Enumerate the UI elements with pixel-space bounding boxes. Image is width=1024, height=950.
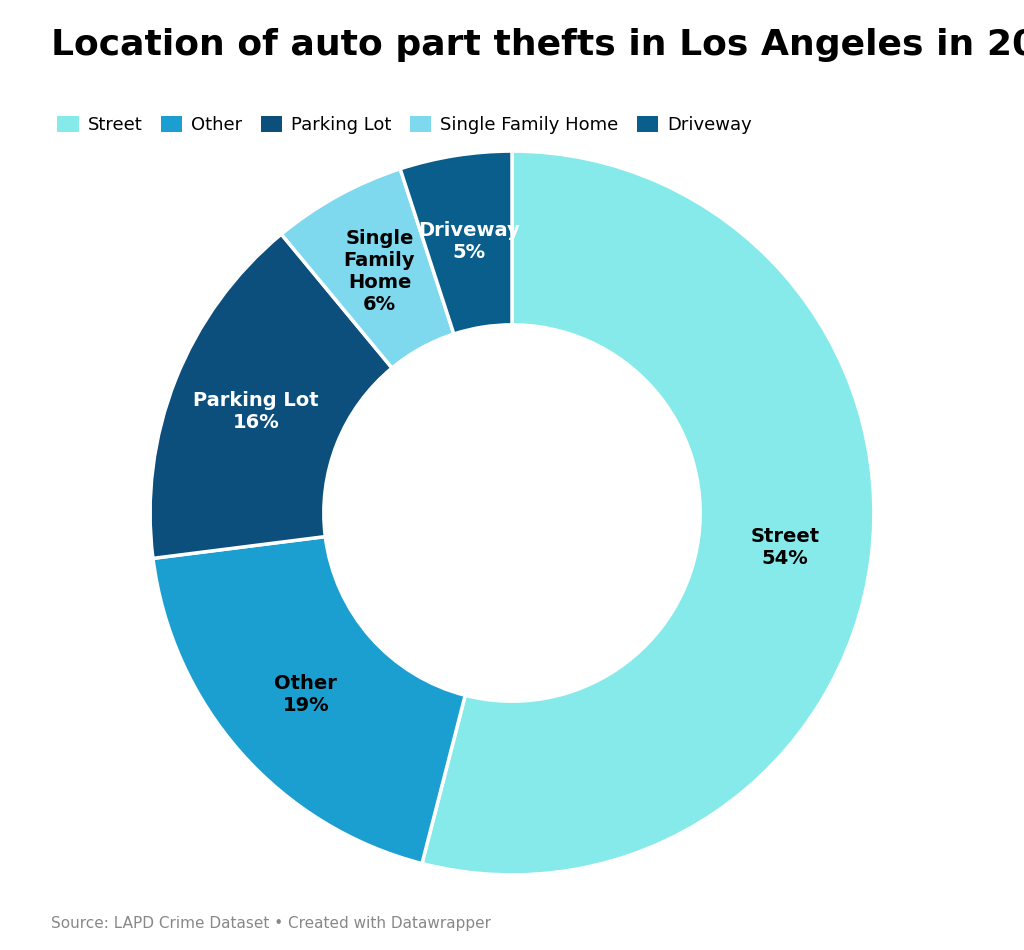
Wedge shape [400, 151, 512, 334]
Circle shape [324, 325, 700, 701]
Text: Location of auto part thefts in Los Angeles in 2022: Location of auto part thefts in Los Ange… [51, 28, 1024, 63]
Text: Source: LAPD Crime Dataset • Created with Datawrapper: Source: LAPD Crime Dataset • Created wit… [51, 916, 492, 931]
Text: Parking Lot
16%: Parking Lot 16% [194, 391, 319, 432]
Wedge shape [151, 234, 392, 559]
Wedge shape [422, 151, 873, 875]
Text: Street
54%: Street 54% [751, 527, 819, 568]
Text: Driveway
5%: Driveway 5% [418, 220, 520, 262]
Wedge shape [153, 537, 465, 864]
Legend: Street, Other, Parking Lot, Single Family Home, Driveway: Street, Other, Parking Lot, Single Famil… [50, 109, 760, 142]
Wedge shape [282, 169, 454, 368]
Text: Other
19%: Other 19% [274, 674, 337, 715]
Text: Single
Family
Home
6%: Single Family Home 6% [344, 230, 416, 314]
